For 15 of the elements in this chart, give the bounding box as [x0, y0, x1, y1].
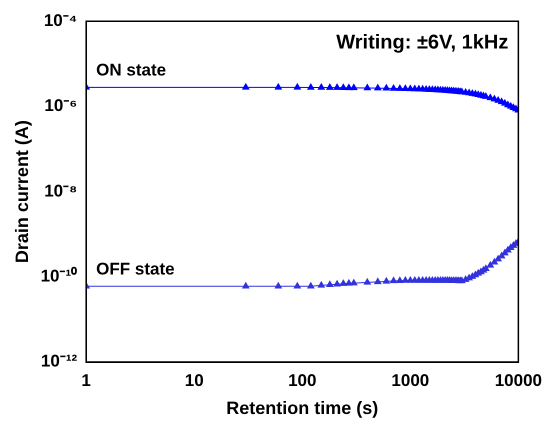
y-tick-label: 10⁻⁴	[44, 10, 78, 30]
x-tick-label: 1	[81, 370, 91, 390]
x-tick-label: 10	[184, 370, 204, 390]
x-tick-label: 10000	[494, 370, 542, 390]
y-tick-label: 10⁻¹⁰	[40, 266, 78, 286]
x-axis-title: Retention time (s)	[226, 398, 378, 418]
y-tick-label: 10⁻⁸	[44, 181, 78, 200]
x-tick-label: 100	[288, 370, 316, 390]
x-tick-label: 1000	[391, 370, 430, 390]
y-tick-label: 10⁻⁶	[44, 96, 78, 116]
series-label: ON state	[96, 60, 166, 80]
y-axis-title: Drain current (A)	[12, 120, 32, 264]
annotation: Writing: ±6V, 1kHz	[336, 32, 508, 54]
y-tick-label: 10⁻¹²	[40, 352, 78, 371]
series-label: OFF state	[96, 259, 175, 278]
